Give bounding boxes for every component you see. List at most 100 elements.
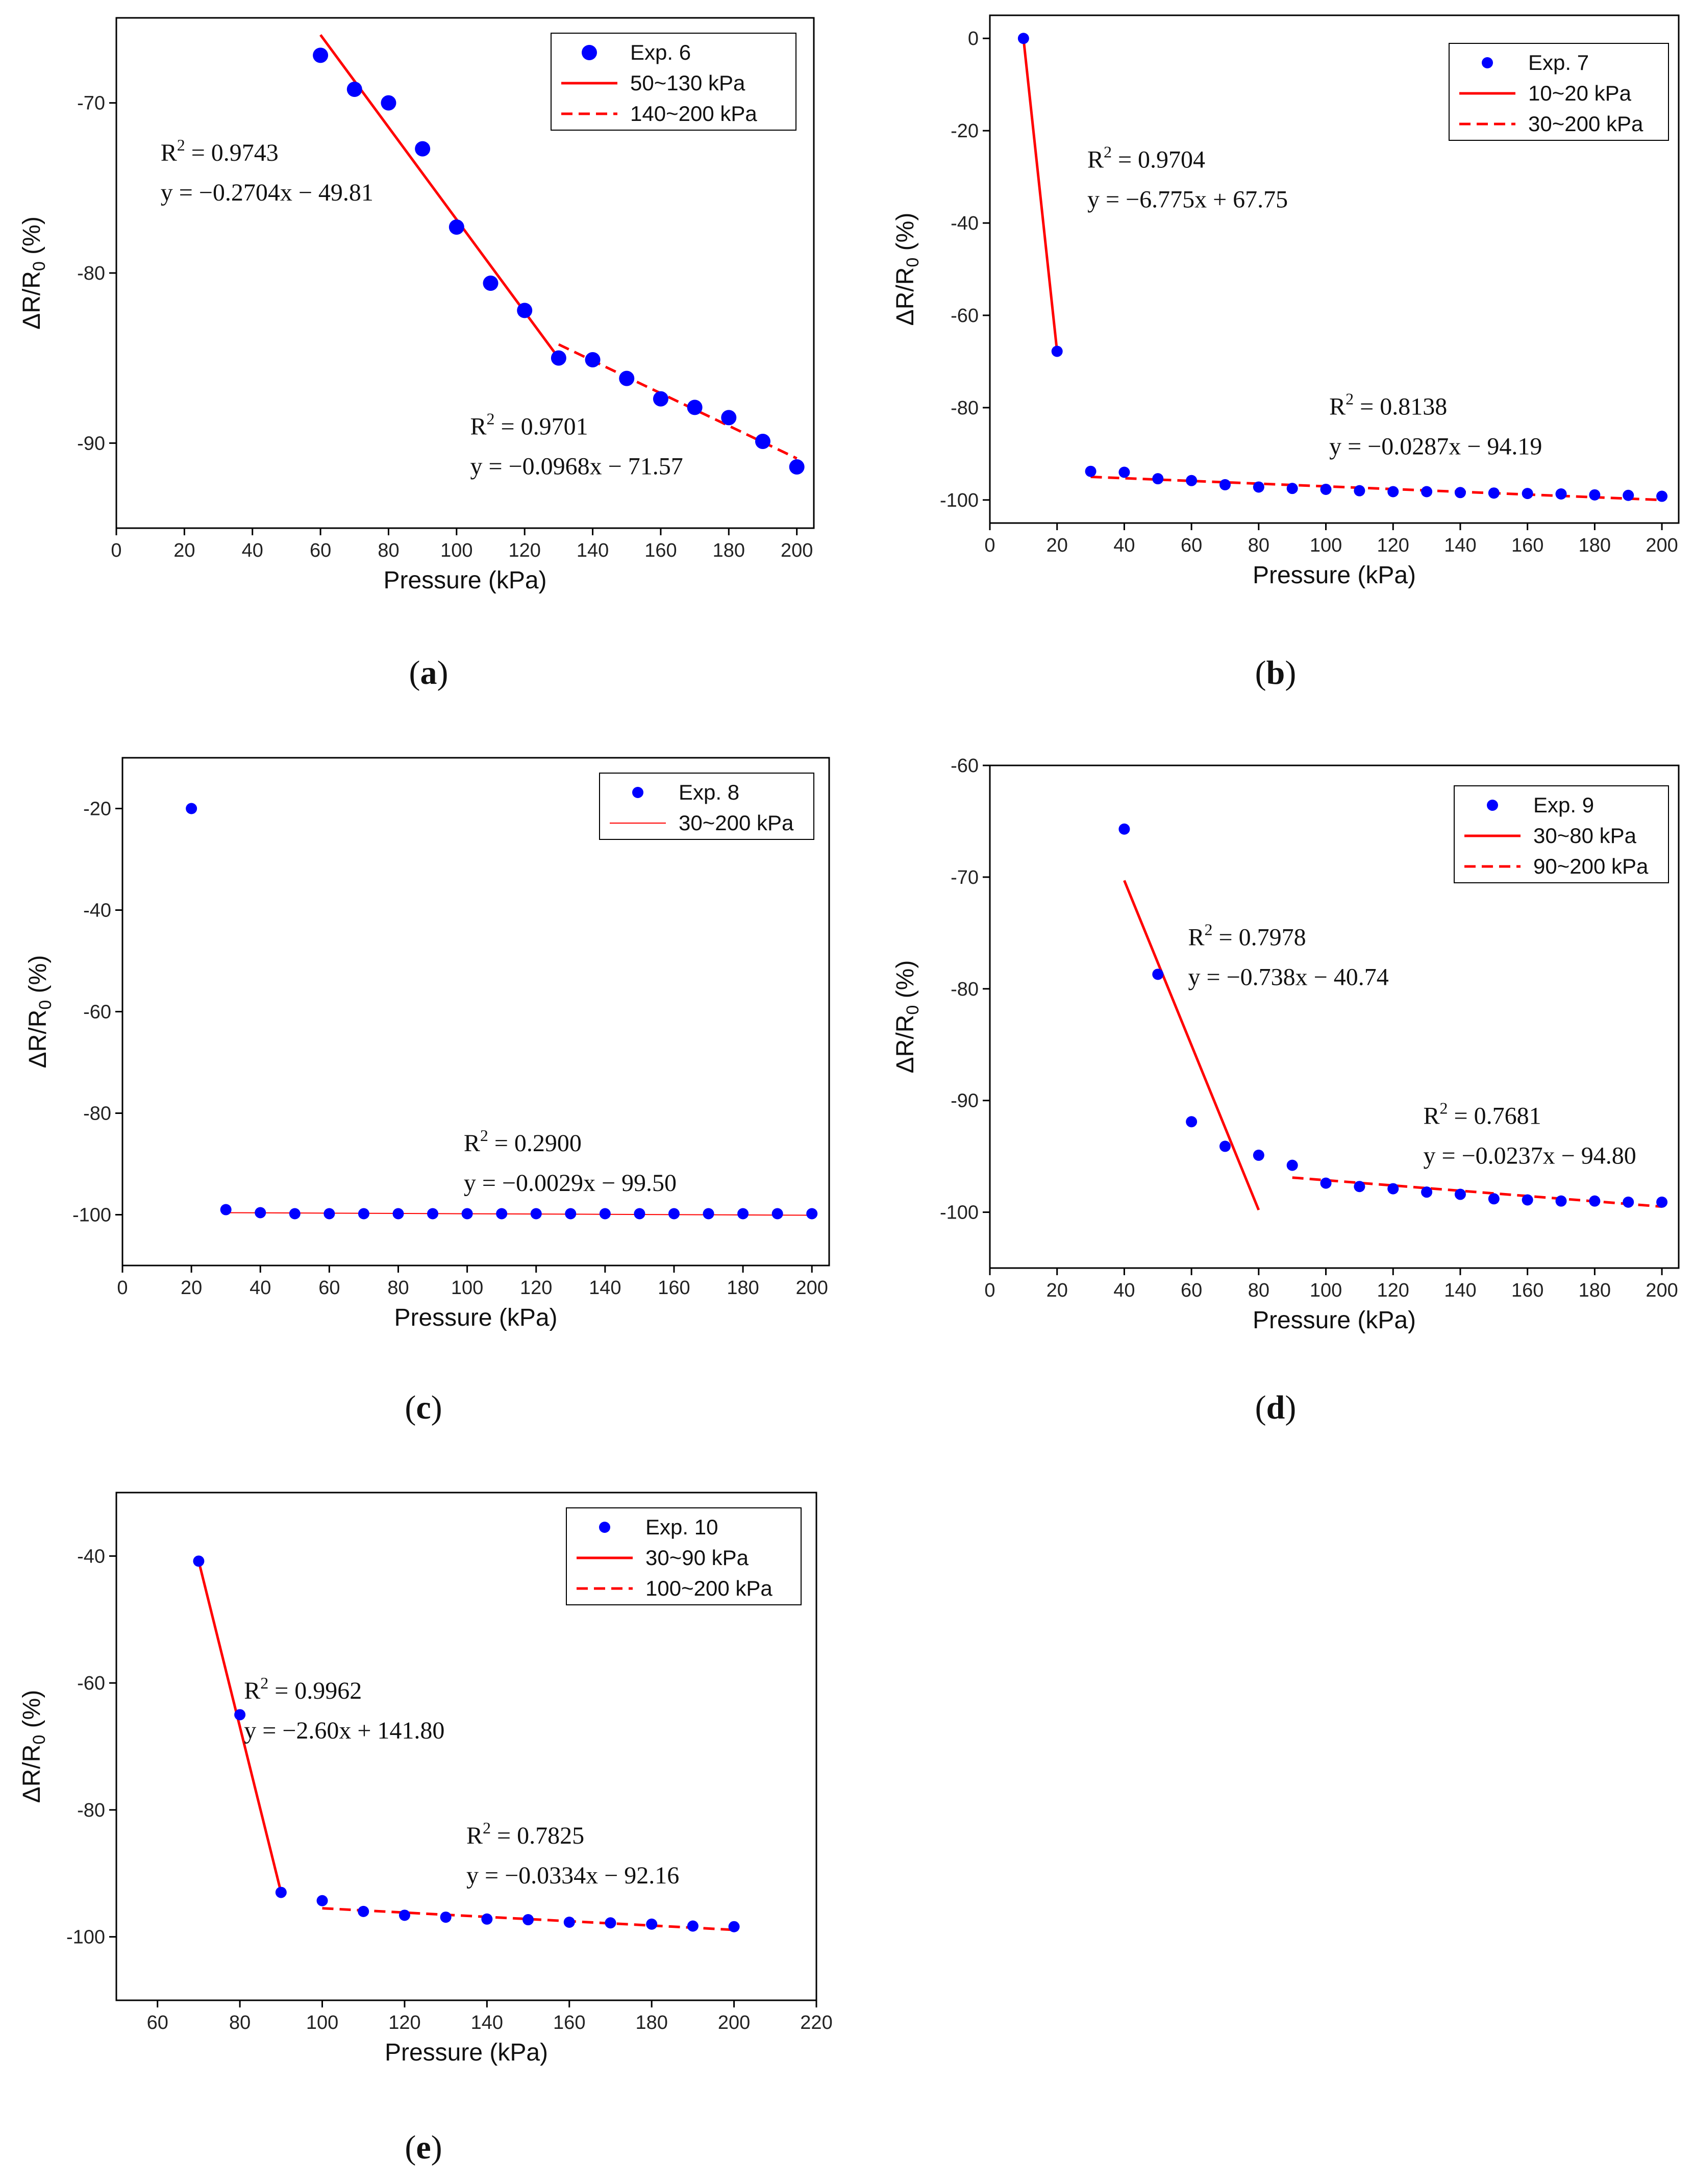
panel-label: (b) bbox=[1255, 654, 1297, 691]
data-point bbox=[1656, 1196, 1668, 1208]
x-tick-label: 140 bbox=[1444, 535, 1476, 556]
data-point bbox=[1253, 1149, 1264, 1161]
x-tick-label: 140 bbox=[589, 1277, 621, 1299]
x-tick-label: 60 bbox=[1181, 1280, 1202, 1301]
data-point bbox=[1320, 483, 1332, 495]
legend-box bbox=[599, 773, 814, 840]
x-tick-label: 40 bbox=[1113, 1280, 1135, 1301]
y-axis-label: ΔR/R0 (%) bbox=[24, 955, 55, 1069]
x-tick-label: 40 bbox=[250, 1277, 271, 1299]
x-tick-label: 0 bbox=[984, 535, 995, 556]
y-tick-label: -80 bbox=[77, 1800, 105, 1821]
data-point bbox=[1051, 345, 1063, 357]
data-point bbox=[599, 1208, 611, 1220]
x-tick-label: 20 bbox=[1047, 535, 1068, 556]
data-point bbox=[234, 1709, 246, 1721]
y-tick-label: -60 bbox=[951, 755, 979, 777]
x-axis-label: Pressure (kPa) bbox=[1253, 1307, 1416, 1334]
data-point bbox=[551, 350, 566, 366]
panel-label: (c) bbox=[405, 1389, 442, 1426]
data-point bbox=[737, 1208, 749, 1220]
x-tick-label: 160 bbox=[644, 540, 677, 561]
legend-label: Exp. 9 bbox=[1533, 793, 1594, 817]
panel-label: (e) bbox=[405, 2129, 442, 2166]
equation-annotation: y = −0.0334x − 92.16 bbox=[466, 1862, 679, 1889]
legend-label: 100~200 kPa bbox=[645, 1576, 773, 1600]
data-point bbox=[481, 1913, 493, 1925]
y-tick-label: -100 bbox=[940, 490, 979, 511]
equation-annotation: y = −0.0237x − 94.80 bbox=[1424, 1143, 1636, 1170]
x-tick-label: 100 bbox=[306, 2012, 338, 2033]
x-tick-label: 80 bbox=[229, 2012, 251, 2033]
y-tick-label: -80 bbox=[77, 263, 105, 284]
equation-annotation: y = −2.60x + 141.80 bbox=[244, 1717, 444, 1744]
data-point bbox=[721, 410, 737, 426]
x-tick-label: 220 bbox=[800, 2012, 832, 2033]
x-tick-label: 140 bbox=[471, 2012, 503, 2033]
x-tick-label: 60 bbox=[310, 540, 331, 561]
r2-annotation: R2 = 0.8138 bbox=[1329, 389, 1447, 420]
data-point bbox=[687, 1920, 699, 1932]
data-point bbox=[1354, 1181, 1365, 1193]
y-axis-label: ΔR/R0 (%) bbox=[18, 1690, 49, 1803]
x-tick-label: 200 bbox=[1646, 1280, 1678, 1301]
x-tick-label: 80 bbox=[378, 540, 399, 561]
fit-line-dashed bbox=[1090, 476, 1662, 502]
data-point bbox=[1118, 823, 1130, 835]
data-point bbox=[1488, 487, 1500, 499]
data-point bbox=[1555, 488, 1567, 500]
x-tick-label: 100 bbox=[451, 1277, 483, 1299]
x-tick-label: 120 bbox=[520, 1277, 552, 1299]
r2-annotation: R2 = 0.9704 bbox=[1087, 143, 1205, 173]
plot-frame bbox=[115, 1492, 817, 2001]
panel-label: (a) bbox=[409, 654, 449, 691]
data-point bbox=[703, 1208, 714, 1220]
legend-label: 30~90 kPa bbox=[645, 1546, 749, 1570]
data-point bbox=[1589, 1195, 1601, 1207]
y-tick-label: -40 bbox=[951, 213, 979, 234]
x-tick-label: 100 bbox=[1310, 535, 1342, 556]
data-point bbox=[440, 1912, 452, 1923]
y-tick-label: -100 bbox=[66, 1927, 105, 1948]
x-tick-label: 40 bbox=[242, 540, 263, 561]
data-point bbox=[1387, 486, 1399, 498]
data-point bbox=[1320, 1177, 1332, 1189]
data-point bbox=[1085, 465, 1097, 477]
data-point bbox=[220, 1204, 232, 1215]
x-tick-label: 160 bbox=[658, 1277, 690, 1299]
y-tick-label: -40 bbox=[77, 1546, 105, 1567]
y-tick-label: -20 bbox=[83, 799, 111, 820]
x-tick-label: 120 bbox=[1377, 1280, 1409, 1301]
data-point bbox=[1522, 488, 1533, 500]
data-point bbox=[186, 803, 197, 814]
data-point bbox=[806, 1208, 818, 1220]
x-tick-label: 20 bbox=[181, 1277, 202, 1299]
data-point bbox=[789, 459, 805, 475]
data-point bbox=[1454, 487, 1466, 499]
y-tick-label: -100 bbox=[940, 1202, 979, 1224]
data-point bbox=[653, 391, 668, 407]
x-tick-label: 140 bbox=[577, 540, 609, 561]
x-axis-label: Pressure (kPa) bbox=[383, 567, 546, 594]
data-point bbox=[1253, 481, 1264, 493]
data-point bbox=[289, 1208, 301, 1220]
y-tick-label: -90 bbox=[77, 433, 105, 454]
x-tick-label: 80 bbox=[1248, 535, 1269, 556]
x-tick-label: 0 bbox=[117, 1277, 128, 1299]
r2-annotation: R2 = 0.7681 bbox=[1424, 1099, 1541, 1130]
x-tick-label: 120 bbox=[508, 540, 540, 561]
data-point bbox=[1488, 1193, 1500, 1205]
data-point bbox=[1623, 1196, 1634, 1208]
data-point bbox=[392, 1208, 404, 1220]
y-tick-label: -60 bbox=[83, 1002, 111, 1023]
data-point bbox=[427, 1208, 439, 1220]
data-point bbox=[771, 1208, 783, 1220]
x-tick-label: 20 bbox=[1047, 1280, 1068, 1301]
r2-annotation: R2 = 0.7825 bbox=[466, 1819, 584, 1849]
data-point bbox=[1286, 1159, 1298, 1171]
data-point bbox=[1017, 33, 1029, 44]
chart-panel-c: 0 20 40 60 80 100 120 140 160 180 200 -20 -40 -60 -80 -… bbox=[24, 757, 830, 1426]
data-point bbox=[565, 1208, 577, 1220]
data-point bbox=[1555, 1195, 1567, 1207]
